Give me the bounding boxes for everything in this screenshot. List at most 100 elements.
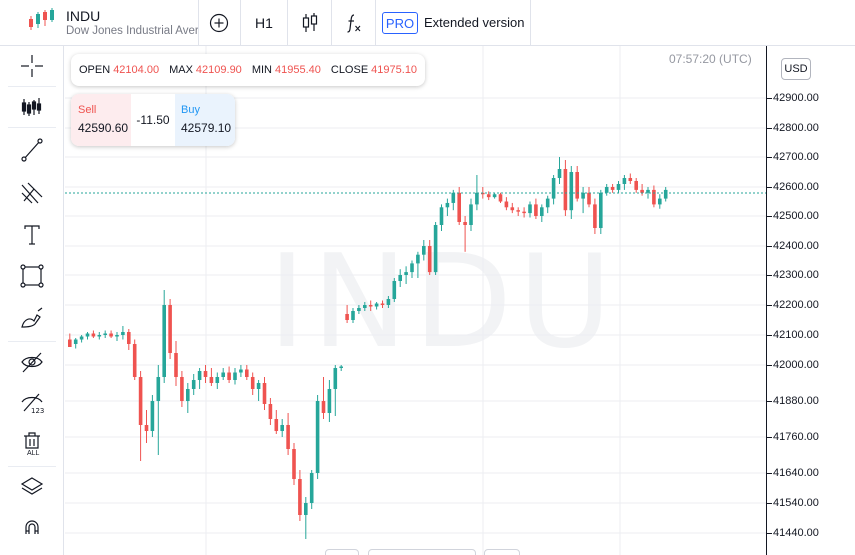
price-scale[interactable]: 42900.00 42800.00 42700.00 42600.00 42500.00… — [766, 46, 855, 555]
candle-body — [292, 449, 296, 479]
candle-body — [504, 201, 509, 208]
function-button[interactable] — [336, 8, 372, 38]
candle-body — [469, 204, 473, 225]
buy-button[interactable]: Buy 42579.10 — [175, 94, 235, 146]
toolbar-divider — [198, 0, 199, 46]
open-label: OPEN — [79, 64, 111, 76]
symbol-description: Dow Jones Industrial Average — [66, 25, 198, 37]
candle-body — [363, 305, 367, 308]
magnet-tool[interactable] — [12, 513, 52, 543]
trend-line-tool[interactable] — [12, 135, 52, 165]
bottom-tab[interactable] — [484, 549, 520, 555]
crosshair-tool[interactable] — [12, 51, 52, 81]
candle-body — [197, 371, 202, 380]
tool-divider — [8, 86, 56, 87]
price-tick-mark — [767, 437, 772, 438]
price-tick-mark — [767, 275, 772, 276]
candle-body — [274, 419, 279, 431]
delete-all-tool[interactable]: ALL — [12, 430, 52, 460]
candle-body — [233, 372, 237, 380]
magnet-icon — [25, 520, 39, 534]
price-tick-label: 41540.00 — [773, 497, 819, 509]
candle-body — [168, 305, 172, 353]
candle-body — [339, 366, 343, 368]
candle-body — [451, 192, 456, 203]
bottom-tab[interactable] — [325, 549, 359, 555]
drawing-toolbar: 123 ALL — [0, 46, 64, 555]
text-tool[interactable] — [12, 220, 52, 250]
pro-badge[interactable]: PRO — [382, 12, 418, 34]
candle-body — [345, 314, 349, 320]
candle-body — [180, 377, 184, 401]
candle-body — [492, 194, 497, 198]
candle-body — [280, 425, 284, 431]
currency-button[interactable]: USD — [781, 58, 811, 80]
candle-body — [321, 401, 326, 413]
candle-body — [563, 169, 568, 211]
candle-body — [581, 192, 585, 199]
candle-body — [404, 272, 408, 275]
layers-icon — [20, 477, 44, 495]
candle-body — [540, 207, 544, 216]
sell-button[interactable]: Sell 42590.60 — [71, 94, 131, 146]
brush-icon — [21, 307, 43, 328]
price-tick-mark — [767, 216, 772, 217]
price-tick-mark — [767, 187, 772, 188]
price-tick-label: 42400.00 — [773, 240, 819, 252]
toolbar-divider — [287, 0, 288, 46]
price-tick-label: 42300.00 — [773, 269, 819, 281]
price-tick-mark — [767, 246, 772, 247]
hide-drawings-tool[interactable] — [12, 347, 52, 377]
candle-body — [256, 383, 261, 389]
layers-tool[interactable] — [12, 472, 52, 502]
indicators-icon — [21, 98, 42, 116]
candles-logo-icon[interactable] — [28, 8, 56, 34]
candle-body — [392, 281, 397, 299]
rectangle-tool[interactable] — [12, 261, 52, 291]
extended-version-link[interactable]: Extended version — [424, 15, 525, 30]
candle-body — [351, 311, 355, 320]
indicators-tool[interactable] — [12, 92, 52, 122]
symbol-watermark: INDU — [268, 228, 618, 377]
candle-body — [439, 207, 444, 225]
pitchfork-tool[interactable] — [12, 178, 52, 208]
candle-body — [616, 184, 621, 190]
add-indicator-button[interactable] — [202, 8, 236, 38]
timeframe-button[interactable]: H1 — [255, 15, 273, 31]
candle-body — [368, 305, 373, 307]
hide-drawings-icon — [21, 352, 43, 373]
price-tick-label: 41440.00 — [773, 527, 819, 539]
price-tick-mark — [767, 128, 772, 129]
brush-tool[interactable] — [12, 304, 52, 334]
close-value: 41975.10 — [371, 64, 418, 76]
price-tick-label: 42800.00 — [773, 122, 819, 134]
price-tick-label: 41640.00 — [773, 467, 819, 479]
hide-labels-tool[interactable]: 123 — [12, 388, 52, 418]
candle-body — [380, 303, 385, 305]
crosshair-icon — [21, 55, 43, 77]
candle-type-button[interactable] — [292, 8, 328, 38]
candle-body — [309, 473, 314, 503]
candle-body — [186, 389, 190, 401]
candle-body — [599, 192, 603, 228]
rectangle-icon — [20, 264, 44, 288]
candle-body — [610, 187, 615, 190]
candle-body — [85, 333, 90, 337]
candle-body — [162, 305, 166, 377]
candle-body — [357, 308, 361, 311]
candle-body — [91, 333, 96, 337]
utc-clock: 07:57:20 (UTC) — [669, 52, 752, 66]
candle-body — [298, 479, 302, 515]
candle-body — [144, 425, 149, 431]
symbol-name[interactable]: INDU — [66, 8, 101, 24]
price-tick-label: 41880.00 — [773, 395, 819, 407]
candle-body — [575, 172, 579, 199]
candle-body — [634, 181, 638, 190]
candle-body — [534, 204, 538, 216]
candle-body — [109, 333, 113, 337]
bottom-tab[interactable] — [368, 549, 476, 555]
price-tick-mark — [767, 157, 772, 158]
ohlc-legend: OPEN 42104.00 MAX 42109.90 MIN 41955.40 … — [71, 54, 426, 86]
price-tick-mark — [767, 533, 772, 534]
